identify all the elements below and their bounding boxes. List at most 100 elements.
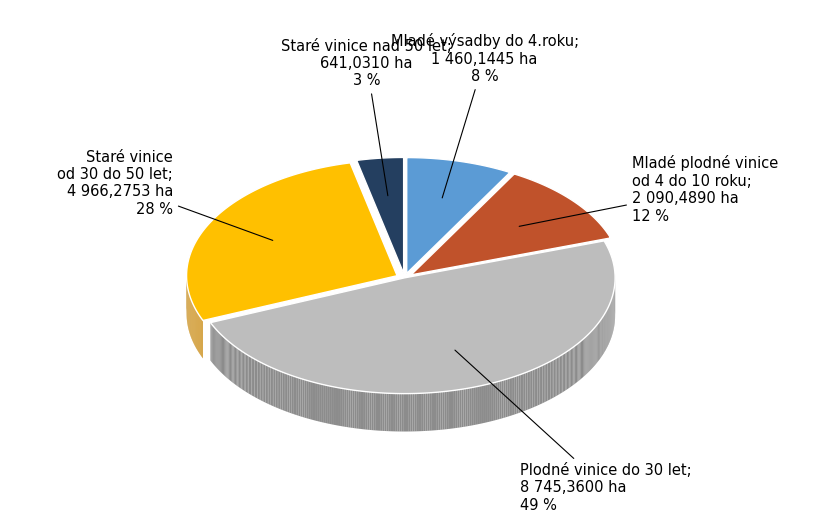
- Polygon shape: [497, 381, 500, 419]
- Polygon shape: [321, 384, 324, 423]
- Polygon shape: [407, 158, 510, 273]
- Polygon shape: [524, 372, 526, 411]
- Polygon shape: [359, 391, 361, 429]
- Polygon shape: [470, 388, 472, 426]
- Polygon shape: [291, 376, 293, 414]
- Polygon shape: [210, 241, 615, 394]
- Polygon shape: [429, 393, 432, 431]
- Polygon shape: [326, 385, 328, 424]
- Polygon shape: [336, 387, 338, 425]
- Polygon shape: [520, 374, 522, 413]
- Polygon shape: [334, 387, 336, 425]
- Polygon shape: [554, 359, 555, 397]
- Polygon shape: [533, 369, 534, 408]
- Polygon shape: [251, 357, 253, 396]
- Polygon shape: [599, 321, 600, 360]
- Polygon shape: [536, 368, 537, 406]
- Polygon shape: [239, 349, 240, 388]
- Polygon shape: [590, 332, 591, 371]
- Polygon shape: [455, 390, 457, 428]
- Polygon shape: [274, 369, 276, 407]
- Polygon shape: [461, 389, 464, 427]
- Polygon shape: [261, 362, 263, 401]
- Polygon shape: [328, 386, 330, 424]
- Polygon shape: [569, 349, 571, 388]
- Polygon shape: [241, 351, 243, 390]
- Polygon shape: [480, 386, 482, 424]
- Polygon shape: [447, 391, 449, 429]
- Polygon shape: [227, 341, 229, 379]
- Polygon shape: [425, 393, 428, 431]
- Polygon shape: [541, 365, 542, 404]
- Polygon shape: [224, 338, 225, 376]
- Polygon shape: [501, 380, 504, 418]
- Polygon shape: [406, 394, 408, 432]
- Polygon shape: [496, 381, 497, 420]
- Polygon shape: [412, 394, 415, 432]
- Polygon shape: [363, 391, 365, 430]
- Polygon shape: [355, 390, 357, 428]
- Polygon shape: [237, 348, 239, 387]
- Polygon shape: [220, 333, 221, 372]
- Polygon shape: [402, 394, 404, 432]
- Polygon shape: [231, 343, 232, 382]
- Polygon shape: [232, 344, 234, 384]
- Polygon shape: [432, 393, 434, 431]
- Polygon shape: [582, 339, 583, 378]
- Polygon shape: [576, 344, 578, 383]
- Polygon shape: [216, 329, 217, 368]
- Polygon shape: [230, 342, 231, 381]
- Polygon shape: [235, 346, 236, 385]
- Polygon shape: [391, 394, 393, 431]
- Polygon shape: [464, 389, 465, 427]
- Polygon shape: [486, 384, 488, 423]
- Polygon shape: [519, 375, 520, 413]
- Polygon shape: [575, 345, 576, 384]
- Polygon shape: [269, 366, 271, 405]
- Polygon shape: [350, 390, 353, 428]
- Polygon shape: [457, 390, 460, 428]
- Polygon shape: [476, 386, 478, 425]
- Polygon shape: [338, 388, 340, 426]
- Polygon shape: [249, 355, 250, 394]
- Polygon shape: [440, 391, 443, 430]
- Text: Mladé plodné vinice
od 4 do 10 roku;
2 090,4890 ha
12 %: Mladé plodné vinice od 4 do 10 roku; 2 0…: [519, 156, 778, 226]
- Polygon shape: [266, 364, 267, 404]
- Polygon shape: [297, 377, 299, 416]
- Polygon shape: [547, 362, 549, 401]
- Polygon shape: [324, 385, 326, 423]
- Polygon shape: [434, 393, 436, 431]
- Polygon shape: [597, 323, 598, 362]
- Polygon shape: [551, 360, 552, 399]
- Polygon shape: [282, 372, 284, 411]
- Polygon shape: [304, 380, 306, 418]
- Polygon shape: [384, 393, 387, 431]
- Polygon shape: [589, 333, 590, 372]
- Polygon shape: [586, 336, 587, 375]
- Polygon shape: [281, 371, 282, 410]
- Polygon shape: [415, 394, 417, 431]
- Polygon shape: [528, 371, 529, 410]
- Polygon shape: [340, 388, 342, 426]
- Polygon shape: [240, 350, 241, 389]
- Polygon shape: [250, 357, 251, 395]
- Polygon shape: [332, 387, 334, 425]
- Polygon shape: [572, 347, 573, 386]
- Polygon shape: [531, 370, 533, 408]
- Polygon shape: [212, 325, 213, 364]
- Polygon shape: [596, 324, 597, 363]
- Polygon shape: [478, 386, 480, 424]
- Polygon shape: [511, 377, 513, 416]
- Polygon shape: [584, 337, 586, 376]
- Polygon shape: [494, 382, 496, 421]
- Text: Mladé výsadby do 4.roku;
1 460,1445 ha
8 %: Mladé výsadby do 4.roku; 1 460,1445 ha 8…: [390, 33, 578, 198]
- Text: Staré vinice
od 30 do 50 let;
4 966,2753 ha
28 %: Staré vinice od 30 do 50 let; 4 966,2753…: [57, 150, 272, 240]
- Polygon shape: [417, 394, 419, 431]
- Polygon shape: [509, 378, 511, 416]
- Polygon shape: [243, 352, 245, 391]
- Polygon shape: [357, 158, 403, 273]
- Polygon shape: [382, 393, 384, 431]
- Polygon shape: [593, 329, 594, 368]
- Polygon shape: [580, 341, 581, 380]
- Polygon shape: [300, 378, 303, 417]
